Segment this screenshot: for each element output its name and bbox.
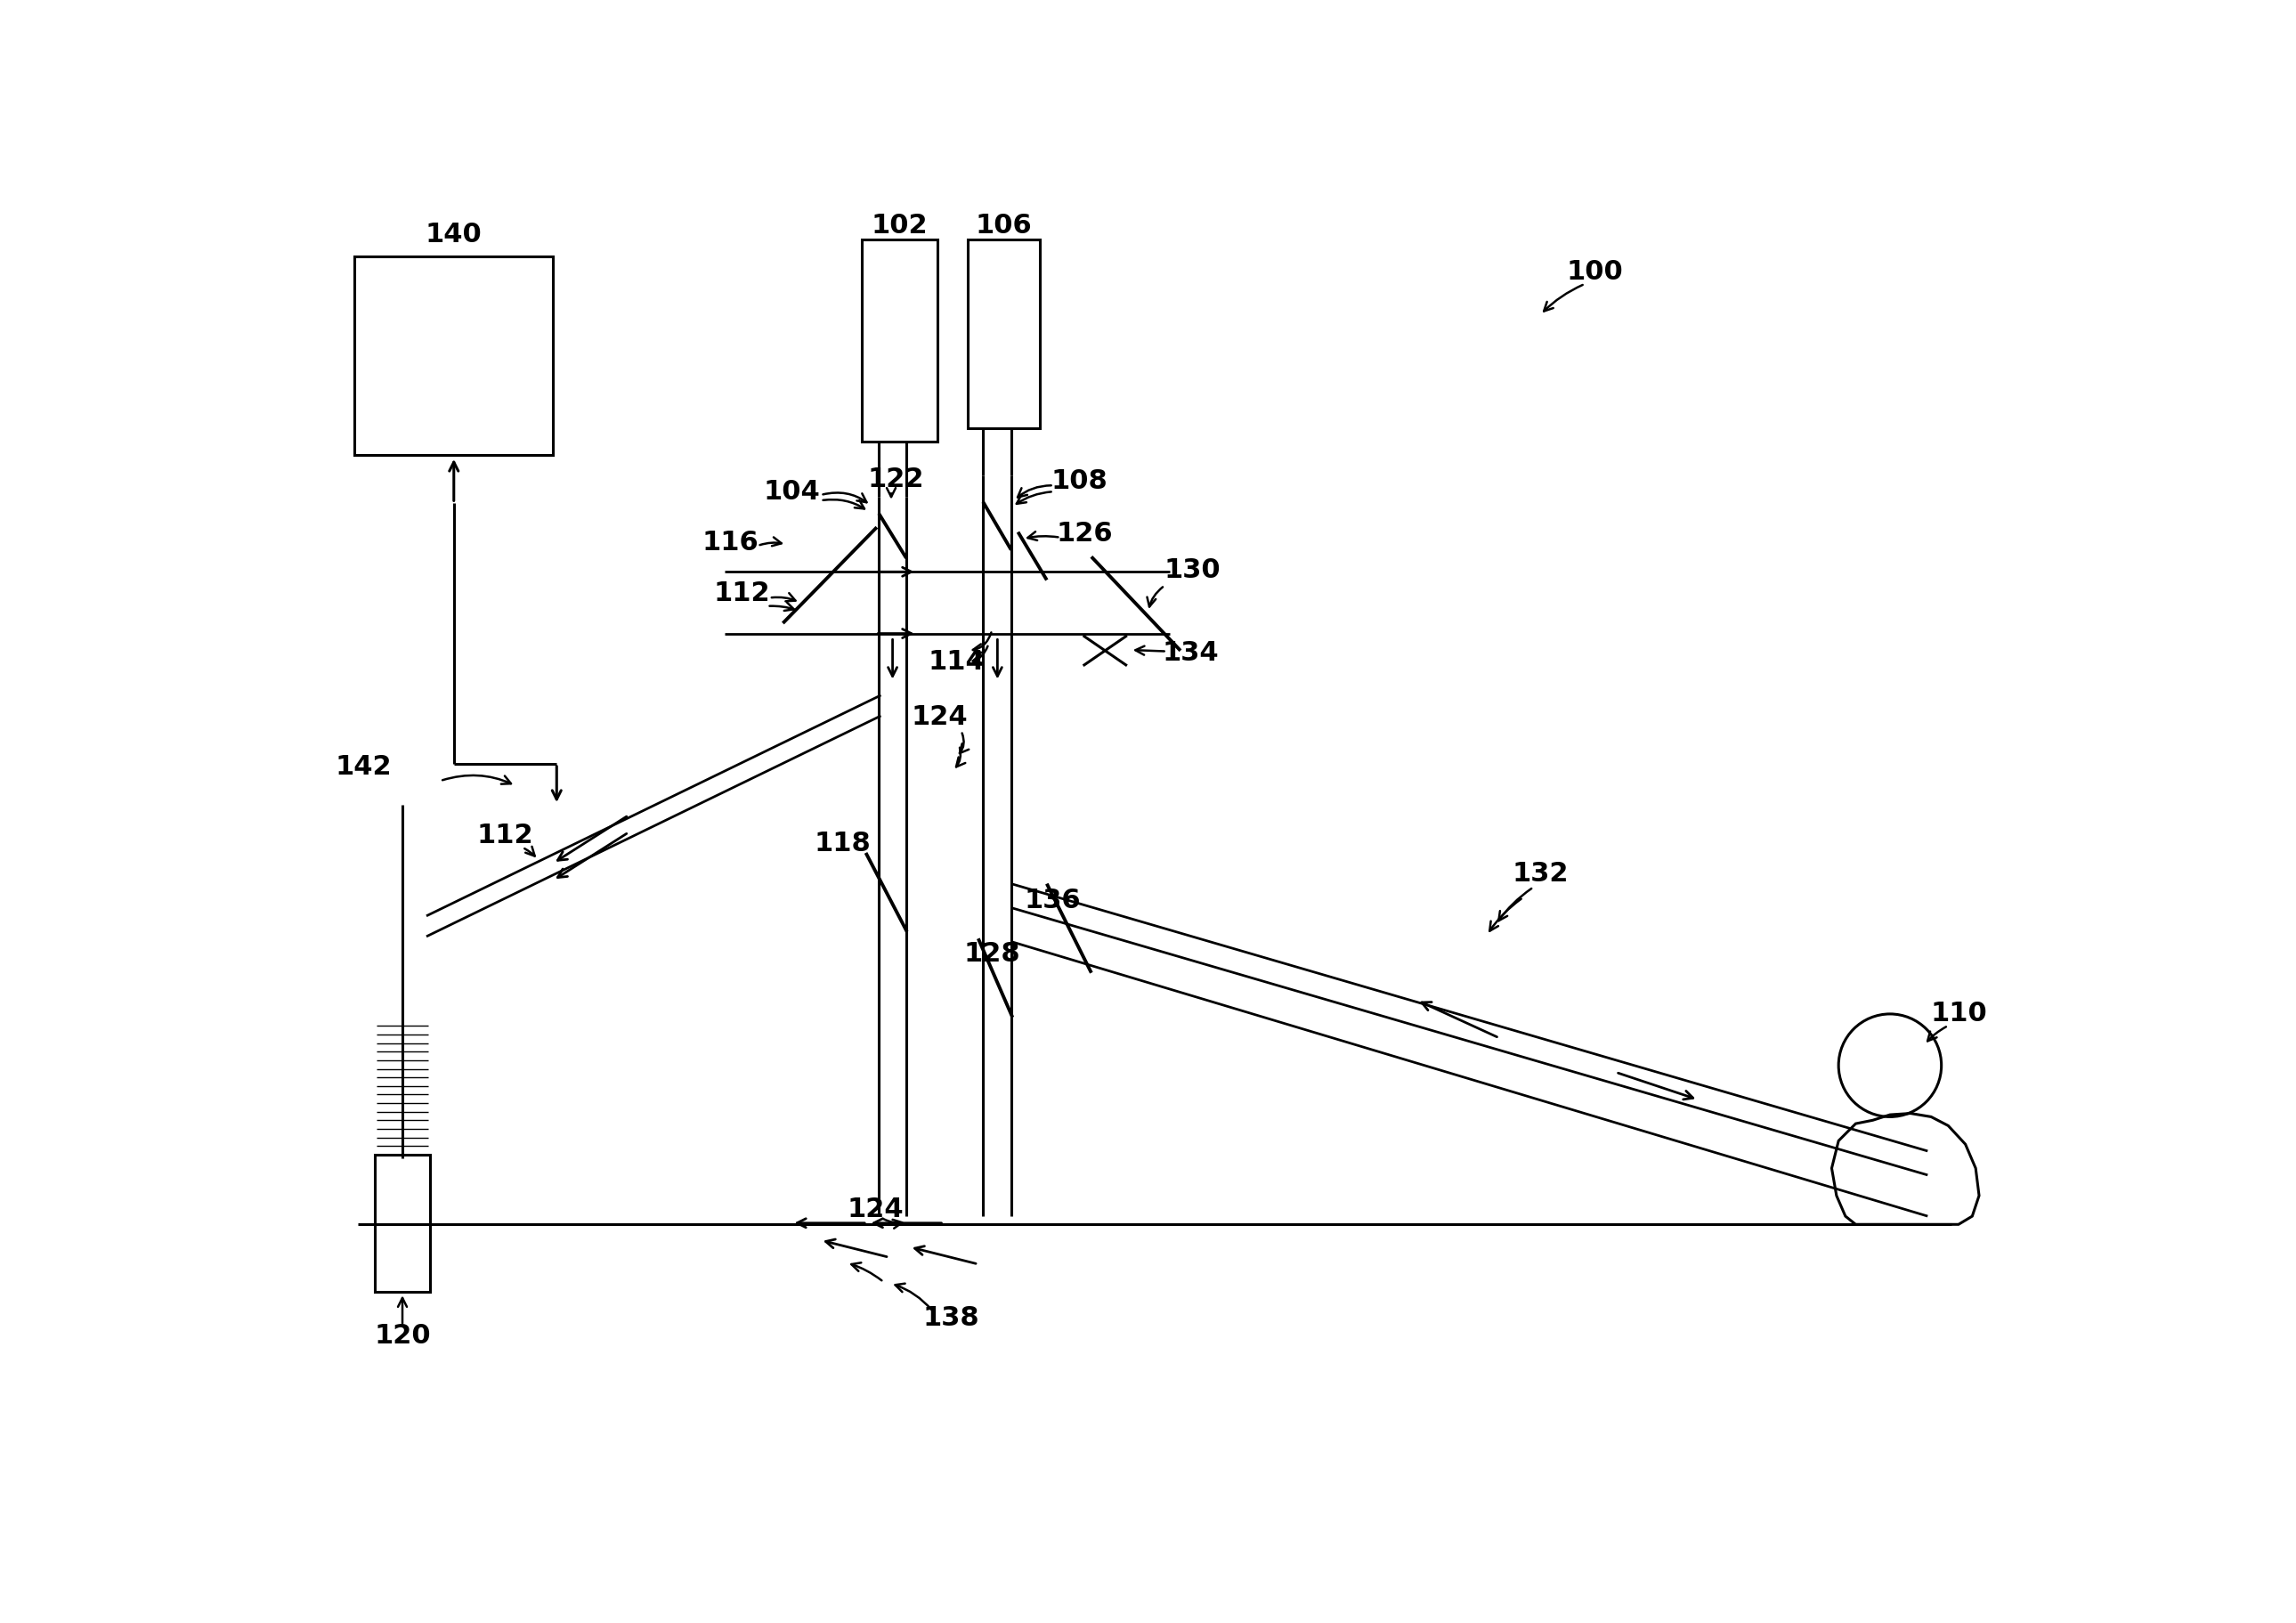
Text: 130: 130 — [1164, 558, 1221, 583]
Text: 114: 114 — [928, 649, 985, 675]
Text: 108: 108 — [1052, 469, 1109, 495]
Text: 106: 106 — [976, 213, 1031, 239]
Text: 112: 112 — [478, 823, 533, 849]
Text: 116: 116 — [703, 531, 758, 557]
Text: 120: 120 — [374, 1323, 432, 1349]
Bar — [354, 256, 553, 456]
Text: 118: 118 — [815, 831, 870, 857]
Text: 124: 124 — [847, 1196, 905, 1222]
Text: 140: 140 — [425, 222, 482, 247]
Text: 112: 112 — [714, 581, 769, 607]
Text: 138: 138 — [923, 1305, 978, 1331]
Text: 122: 122 — [868, 466, 925, 492]
Text: 132: 132 — [1513, 860, 1568, 886]
Text: 110: 110 — [1931, 1001, 1986, 1027]
Bar — [374, 1154, 429, 1292]
Text: 128: 128 — [964, 941, 1019, 967]
Text: 124: 124 — [912, 704, 967, 730]
Bar — [969, 239, 1040, 428]
Text: 104: 104 — [762, 479, 820, 505]
Text: 136: 136 — [1024, 888, 1081, 914]
Text: 126: 126 — [1056, 521, 1114, 547]
Text: 134: 134 — [1162, 639, 1219, 665]
Text: 142: 142 — [335, 755, 393, 781]
Bar — [861, 239, 937, 441]
Text: 102: 102 — [870, 213, 928, 239]
Text: 100: 100 — [1566, 258, 1623, 284]
Circle shape — [1839, 1014, 1942, 1117]
